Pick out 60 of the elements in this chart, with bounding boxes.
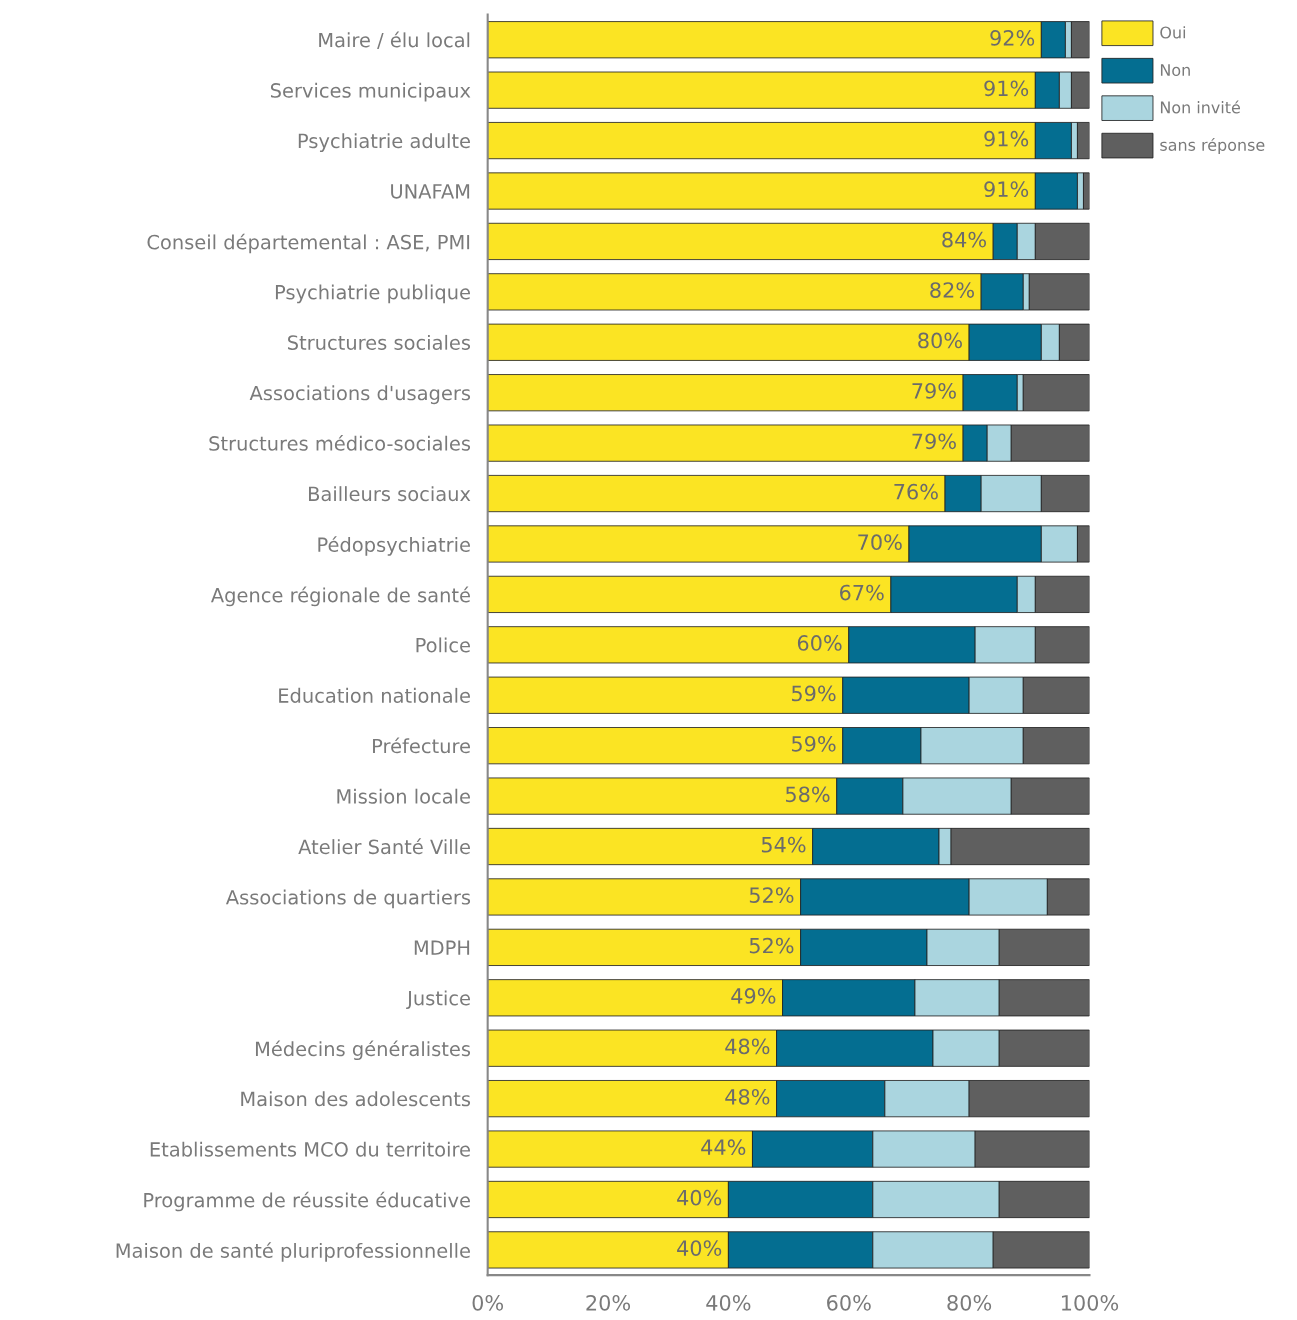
y-tick-label: Psychiatrie adulte bbox=[298, 133, 470, 153]
data-label: 80% bbox=[918, 332, 962, 349]
data-label: 91% bbox=[984, 130, 1029, 147]
data-label: 82% bbox=[930, 282, 974, 298]
y-tick-label: Atelier Santé Ville bbox=[298, 838, 470, 855]
legend-label: sans réponse bbox=[1160, 137, 1265, 154]
data-label: 48% bbox=[725, 1038, 770, 1055]
y-tick-label: Structures sociales bbox=[288, 334, 471, 350]
x-tick-label: 80% bbox=[947, 1294, 992, 1311]
x-tick-label: 0% bbox=[472, 1294, 504, 1311]
y-tick-label: Pédopsychiatrie bbox=[318, 536, 470, 556]
y-tick-label: Education nationale bbox=[279, 687, 470, 703]
data-label: 48% bbox=[725, 1088, 770, 1105]
data-label: 52% bbox=[749, 937, 794, 954]
y-tick-label: Associations d'usagers bbox=[249, 385, 471, 405]
data-label: 40% bbox=[677, 1189, 722, 1206]
data-label: 59% bbox=[792, 735, 836, 752]
y-tick-label: Bailleurs sociaux bbox=[308, 486, 471, 502]
data-label: 49% bbox=[731, 988, 776, 1004]
data-label: 91% bbox=[984, 181, 1029, 198]
data-label: 91% bbox=[984, 80, 1029, 97]
y-tick-label: Maire / élu local bbox=[319, 31, 470, 49]
data-label: 79% bbox=[912, 433, 956, 450]
y-tick-label: Médecins généralistes bbox=[255, 1040, 471, 1061]
data-label: 70% bbox=[858, 534, 902, 551]
x-tick-label: 60% bbox=[827, 1294, 871, 1311]
y-tick-label: Associations de quartiers bbox=[225, 889, 471, 909]
legend-label: Oui bbox=[1160, 26, 1186, 39]
y-tick-label: UNAFAM bbox=[391, 184, 470, 199]
y-tick-label: Justice bbox=[406, 990, 470, 1010]
x-tick-label: 20% bbox=[586, 1294, 631, 1311]
data-label: 44% bbox=[701, 1139, 746, 1156]
y-tick-label: MDPH bbox=[414, 940, 470, 955]
x-tick-label: 40% bbox=[706, 1294, 751, 1311]
y-tick-label: Préfecture bbox=[373, 737, 470, 754]
data-label: 58% bbox=[786, 786, 830, 803]
y-tick-label: Services municipaux bbox=[270, 82, 471, 102]
legend-label: Non bbox=[1160, 64, 1190, 76]
legend-label: Non invité bbox=[1160, 100, 1240, 114]
data-label: 92% bbox=[990, 30, 1035, 46]
y-tick-label: Etablissements MCO du territoire bbox=[150, 1141, 470, 1157]
data-label: 59% bbox=[792, 685, 836, 702]
x-tick-label: 100% bbox=[1061, 1294, 1119, 1311]
y-tick-label: Maison des adolescents bbox=[241, 1091, 471, 1107]
data-label: 76% bbox=[894, 483, 938, 500]
y-tick-label: Police bbox=[416, 637, 470, 653]
data-label: 40% bbox=[677, 1240, 722, 1256]
y-tick-label: Agence régionale de santé bbox=[211, 586, 470, 607]
y-tick-label: Psychiatrie publique bbox=[275, 284, 470, 304]
y-tick-label: Programme de réussite éducative bbox=[144, 1191, 470, 1212]
y-tick-label: Conseil départemental : ASE, PMI bbox=[147, 233, 470, 254]
y-tick-label: Mission locale bbox=[337, 788, 470, 804]
data-label: 84% bbox=[942, 231, 987, 248]
data-label: 60% bbox=[797, 635, 842, 651]
data-label: 79% bbox=[912, 382, 956, 399]
y-tick-label: Structures médico-sociales bbox=[209, 434, 471, 451]
y-tick-label: Maison de santé pluriprofessionnelle bbox=[116, 1242, 470, 1262]
data-label: 67% bbox=[840, 584, 884, 601]
data-label: 54% bbox=[761, 836, 806, 853]
data-label: 52% bbox=[749, 887, 794, 903]
